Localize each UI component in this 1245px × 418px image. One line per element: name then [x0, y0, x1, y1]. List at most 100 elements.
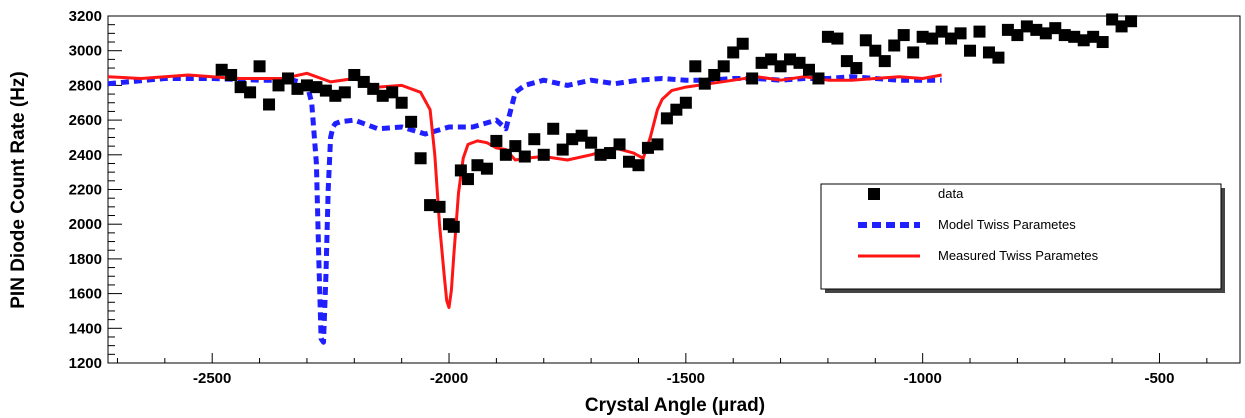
x-axis: -2500 -2000 -1500 -1000 -500 [116, 353, 1208, 387]
data-point [480, 162, 493, 175]
data-point [916, 30, 929, 43]
data-point [1077, 34, 1090, 47]
data-point [784, 53, 797, 66]
data-point [537, 148, 550, 161]
data-point [964, 44, 977, 57]
data-point [528, 133, 541, 146]
data-point [802, 63, 815, 76]
legend-box [820, 183, 1222, 290]
data-point [357, 75, 370, 88]
data-point [424, 199, 437, 212]
data-point [234, 81, 247, 94]
data-point [840, 55, 853, 68]
y-tick-label: 3000 [69, 43, 102, 60]
data-point [973, 25, 986, 38]
data-point [812, 72, 825, 85]
data-point [300, 79, 313, 92]
legend-label-measured: Measured Twiss Parametes [938, 248, 1099, 263]
data-point [1001, 23, 1014, 36]
data-point [888, 39, 901, 52]
x-tick-label: -1500 [667, 370, 705, 387]
data-point [310, 81, 323, 94]
data-point [869, 44, 882, 57]
data-point [547, 122, 560, 135]
data-point [774, 60, 787, 73]
data-point [736, 37, 749, 50]
data-point [490, 134, 503, 147]
data-point [793, 56, 806, 69]
data-point [755, 56, 768, 69]
y-axis-title: PIN Diode Count Rate (Hz) [8, 71, 29, 309]
x-axis-title: Crystal Angle (µrad) [585, 395, 765, 416]
data-point [433, 200, 446, 213]
data-point [907, 46, 920, 59]
data-point [414, 152, 427, 165]
data-point [1087, 30, 1100, 43]
data-point [821, 30, 834, 43]
data-point [727, 46, 740, 59]
data-point [575, 129, 588, 142]
data-point [859, 34, 872, 47]
data-point [679, 96, 692, 109]
data-point [1068, 30, 1081, 43]
series-layer [107, 13, 1138, 345]
data-point [1011, 29, 1024, 42]
data-point [935, 25, 948, 38]
data-point [954, 27, 967, 40]
data-point [878, 55, 891, 68]
x-tick-label: -500 [1144, 370, 1174, 387]
y-tick-label: 1200 [69, 355, 102, 372]
data-point [765, 53, 778, 66]
data-point [850, 62, 863, 75]
legend: data Model Twiss Parametes Measured Twis… [820, 183, 1225, 293]
y-tick-label: 2000 [69, 216, 102, 233]
data-point [291, 82, 304, 95]
y-tick-label: 2600 [69, 112, 102, 129]
y-tick-label: 1800 [69, 251, 102, 268]
data-point [1030, 23, 1043, 36]
y-tick-label: 2800 [69, 77, 102, 94]
data-point [594, 148, 607, 161]
data-point [670, 103, 683, 116]
data-point [447, 220, 460, 233]
data-point [329, 89, 342, 102]
data-point [338, 86, 351, 99]
data-point [471, 159, 484, 172]
data-point [698, 77, 711, 90]
data-point [897, 29, 910, 42]
data-point [604, 147, 617, 160]
data-point [509, 140, 522, 153]
data-point [746, 72, 759, 85]
data-point [281, 72, 294, 85]
legend-marker-data [868, 188, 880, 200]
y-tick-label: 1600 [69, 286, 102, 303]
data-point [585, 136, 598, 149]
data-point [272, 79, 285, 92]
series-data-points [215, 13, 1138, 233]
data-point [717, 60, 730, 73]
y-tick-label: 2400 [69, 147, 102, 164]
legend-label-data: data [938, 186, 964, 201]
data-point [263, 98, 276, 111]
data-point [1125, 15, 1138, 28]
data-point [1039, 27, 1052, 40]
data-point [244, 86, 257, 99]
data-point [499, 148, 512, 161]
data-point [253, 60, 266, 73]
data-point [623, 155, 636, 168]
y-axis: 1200 1400 1600 1800 2000 2200 2400 2600 2800 3000… [69, 8, 122, 372]
data-point [1096, 36, 1109, 49]
data-point [376, 89, 389, 102]
data-point [215, 63, 228, 76]
y-tick-label: 1400 [69, 320, 102, 337]
data-point [945, 32, 958, 45]
data-point [556, 143, 569, 156]
x-tick-label: -2000 [430, 370, 468, 387]
data-point [395, 96, 408, 109]
x-tick-label: -1000 [903, 370, 941, 387]
data-point [831, 32, 844, 45]
data-point [405, 115, 418, 128]
data-point [613, 138, 626, 151]
data-point [641, 141, 654, 154]
data-point [1115, 20, 1128, 33]
